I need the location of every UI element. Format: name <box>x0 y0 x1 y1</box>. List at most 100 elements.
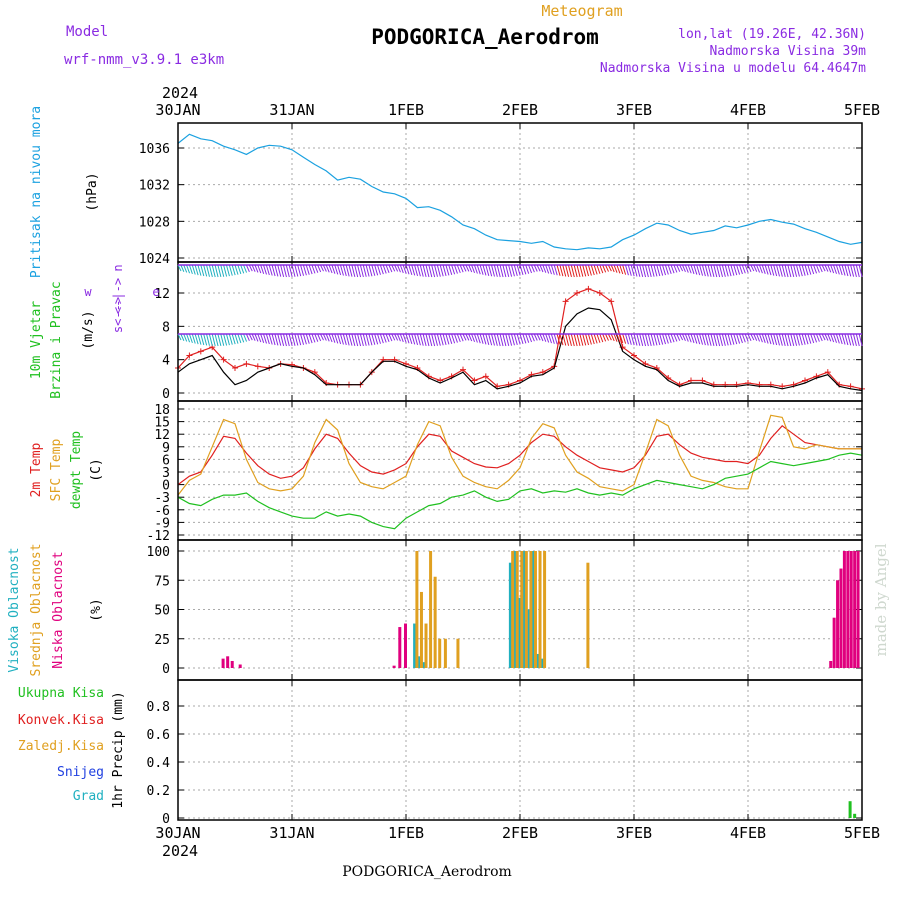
wind-barb <box>721 264 726 277</box>
series-marker <box>186 352 193 359</box>
wind-barb <box>488 264 493 277</box>
wind-barb <box>396 264 401 273</box>
series-line <box>177 307 863 392</box>
y-tick-label: 0 <box>162 662 170 677</box>
wind-barb <box>565 333 570 346</box>
wind-barb <box>211 264 216 278</box>
wind-barb <box>790 333 795 347</box>
wind-barb <box>536 333 541 341</box>
ylabel-pressure: Pritisak na nivou mora <box>29 106 44 278</box>
wind-barb <box>305 264 310 275</box>
legend-total-rain: Ukupna Kisa <box>18 686 104 701</box>
wind-barb <box>522 333 527 344</box>
wind-barb <box>442 333 447 345</box>
wind-barb <box>850 264 855 277</box>
wind-barb <box>399 333 404 343</box>
wind-barb <box>254 264 259 273</box>
series-marker <box>608 298 615 305</box>
wind-barb <box>359 333 364 347</box>
wind-barb <box>302 264 307 276</box>
wind-barb <box>285 333 290 347</box>
wind-barb <box>670 333 675 343</box>
wind-barb <box>416 264 421 277</box>
wind-barb <box>773 333 778 346</box>
wind-barb <box>260 333 265 343</box>
wind-barb <box>308 264 313 275</box>
wind-barb <box>408 333 413 345</box>
wind-barb <box>747 333 752 341</box>
wind-barb <box>573 264 578 278</box>
bar-mark <box>456 638 460 668</box>
wind-barb <box>813 264 818 274</box>
wind-barb <box>291 333 296 346</box>
wind-barb <box>462 264 467 272</box>
y-tick-label: 0.6 <box>147 728 170 743</box>
y-tick-label: 0 <box>162 387 170 402</box>
wind-barb <box>784 264 789 278</box>
ylabel-cloud-unit: (%) <box>89 598 104 621</box>
wind-barb <box>240 333 245 343</box>
wind-barb <box>197 264 202 276</box>
wind-barb <box>767 333 772 345</box>
wind-barb <box>636 264 641 277</box>
wind-barb <box>838 333 843 345</box>
y-tick-label: 0.8 <box>147 700 170 715</box>
bar-mark <box>419 591 423 668</box>
series-marker <box>243 360 250 367</box>
wind-barb <box>214 333 219 347</box>
wind-barb <box>317 264 322 273</box>
wind-barb <box>217 264 222 278</box>
wind-legend-n: n <box>111 264 125 271</box>
wind-barb <box>624 333 629 345</box>
wind-barb <box>354 264 359 278</box>
wind-barb <box>359 264 364 278</box>
wind-barb <box>522 264 527 275</box>
wind-barb <box>442 264 447 276</box>
wind-barb <box>314 264 319 273</box>
wind-barb <box>804 264 809 276</box>
wind-barb <box>627 333 632 345</box>
wind-barb <box>536 264 541 272</box>
wind-barb <box>445 264 450 276</box>
wind-barb <box>659 333 664 345</box>
wind-barb <box>371 264 376 276</box>
wind-barb <box>741 264 746 274</box>
wind-barb <box>548 333 552 344</box>
wind-barb <box>351 264 356 277</box>
wind-barb <box>308 333 313 344</box>
wind-barb <box>405 333 410 344</box>
series-line <box>177 452 863 530</box>
wind-barb <box>576 264 581 277</box>
wind-barb <box>411 333 416 345</box>
y-tick-label: 12 <box>154 428 170 443</box>
wind-barb <box>525 264 530 274</box>
y-tick-label: 0 <box>162 812 170 827</box>
wind-barb <box>473 264 478 274</box>
wind-barb <box>513 333 518 346</box>
wind-barb <box>237 333 242 344</box>
wind-barb <box>798 333 803 346</box>
wind-barb <box>778 333 783 346</box>
wind-barb <box>795 333 800 346</box>
date-label-top: 30JAN <box>155 101 200 119</box>
wind-barb <box>374 264 379 276</box>
wind-barb <box>830 333 835 343</box>
wind-barb <box>673 333 678 342</box>
bottom-year: 2024 <box>162 842 198 860</box>
wind-barb <box>203 333 208 346</box>
wind-barb <box>234 264 239 275</box>
wind-barb <box>422 333 427 346</box>
wind-barb <box>362 333 367 346</box>
wind-barb <box>496 333 501 347</box>
ylabel-pressure-unit: (hPa) <box>85 172 100 211</box>
wind-barb <box>642 333 647 347</box>
wind-barb <box>545 333 550 343</box>
wind-barb <box>582 264 587 277</box>
wind-barb <box>431 333 436 347</box>
wind-barb <box>716 333 721 347</box>
wind-barb <box>379 264 384 275</box>
wind-barb <box>334 264 339 275</box>
wind-barb <box>738 333 743 344</box>
legend-freezing-rain: Zaledj.Kisa <box>18 739 104 754</box>
wind-barb <box>271 333 276 346</box>
